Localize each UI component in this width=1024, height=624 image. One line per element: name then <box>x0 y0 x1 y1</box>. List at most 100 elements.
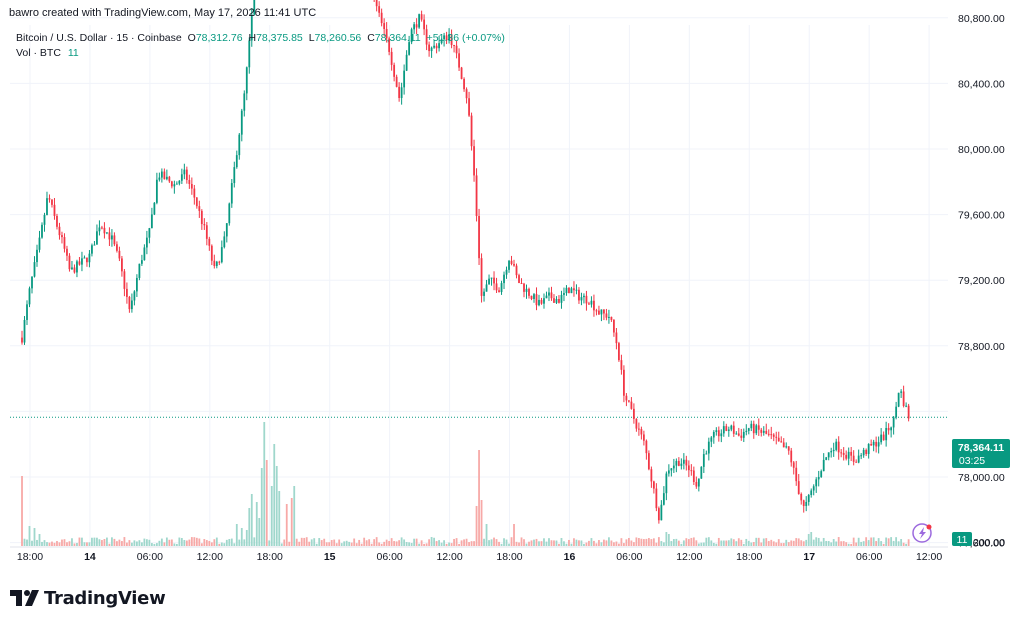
volume-bar <box>553 540 555 546</box>
candle-body <box>530 295 533 299</box>
volume-bar <box>260 468 263 546</box>
volume-bar <box>660 541 663 546</box>
tradingview-brand[interactable]: TradingView <box>10 586 166 610</box>
candle-body <box>220 247 223 263</box>
volume-bar <box>250 494 253 546</box>
volume-bar <box>148 539 151 546</box>
volume-bar <box>817 537 820 546</box>
candle-body <box>687 465 690 471</box>
candle-body <box>827 452 830 458</box>
x-tick-label: 06:00 <box>376 551 402 563</box>
volume-bar <box>707 537 710 546</box>
volume-bar <box>902 542 905 546</box>
volume-bar <box>702 542 705 546</box>
candle-body <box>103 227 106 234</box>
volume-bar <box>438 540 440 546</box>
volume-bar <box>757 537 760 546</box>
volume-bar <box>398 540 401 546</box>
volume-bar <box>268 540 271 546</box>
x-tick-label: 18:00 <box>736 551 762 563</box>
candle-body <box>680 463 683 466</box>
candle-body <box>595 310 598 312</box>
volume-bar <box>31 540 33 546</box>
volume-bar <box>610 540 613 546</box>
candle-body <box>500 283 503 293</box>
volume-bar <box>23 538 26 546</box>
candle-body <box>96 231 98 245</box>
candle-body <box>88 253 91 263</box>
candle-body <box>163 171 166 180</box>
candle-body <box>852 455 855 462</box>
candle-body <box>603 309 605 314</box>
volume-bar <box>608 537 610 546</box>
candle-body <box>253 0 256 15</box>
volume-bar <box>76 542 78 546</box>
candle-body <box>483 291 485 296</box>
volume-bar <box>478 450 480 546</box>
time-axis[interactable]: 18:00 14 06:00 12:00 18:00 15 06:00 12:00 18:00 1… <box>17 551 943 563</box>
volume-bar <box>752 542 755 546</box>
lightning-circle-icon[interactable] <box>912 523 932 543</box>
volume-bar <box>313 538 316 546</box>
volume-bar <box>96 537 98 546</box>
candle-body <box>735 433 738 435</box>
candle-body <box>58 226 61 236</box>
candle-body <box>508 260 510 270</box>
volume-bar <box>800 540 803 546</box>
candle-body <box>610 316 613 320</box>
volume-bar <box>560 537 563 546</box>
volume-bar <box>652 538 655 546</box>
volume-bar <box>56 541 58 546</box>
volume-bar <box>600 542 603 546</box>
candle-body <box>727 429 730 431</box>
candle-body <box>667 470 670 474</box>
candle-body <box>675 460 678 466</box>
volume-bar <box>767 541 770 546</box>
candle-body <box>665 473 668 494</box>
candle-body <box>168 176 171 182</box>
volume-bar <box>363 537 366 546</box>
volume-label[interactable]: Vol · BTC <box>16 47 61 59</box>
candle-body <box>835 441 838 450</box>
candle-body <box>805 501 808 507</box>
candle-body <box>133 291 136 301</box>
candle-body <box>215 261 218 267</box>
candle-body <box>393 64 396 77</box>
volume-bar <box>135 541 138 546</box>
candle-body <box>111 235 113 240</box>
volume-bar <box>440 542 443 546</box>
volume-bar <box>66 542 68 546</box>
volume-bar <box>123 537 126 546</box>
candle-body <box>767 433 770 435</box>
candle-body <box>56 215 58 227</box>
volume-bar <box>890 537 893 546</box>
symbol-name[interactable]: Bitcoin / U.S. Dollar · 15 · Coinbase <box>16 32 182 44</box>
volume-bar <box>715 543 718 546</box>
volume-bar <box>690 537 693 546</box>
volume-bar <box>568 539 570 546</box>
volume-bar <box>285 504 288 546</box>
volume-bar <box>91 537 93 546</box>
candle-body <box>548 292 550 296</box>
volume-bar <box>543 538 545 546</box>
candle-body <box>450 34 453 46</box>
volume-bar <box>847 543 850 546</box>
open-label: O <box>187 32 196 44</box>
candle-body <box>862 449 865 456</box>
candle-body <box>495 283 498 291</box>
volume-bar <box>213 539 216 546</box>
candle-body <box>183 169 186 175</box>
volume-bar <box>98 539 101 546</box>
volume-bar <box>455 538 458 546</box>
candle-body <box>797 481 800 494</box>
candle-body <box>233 167 236 184</box>
volume-bar <box>86 542 88 546</box>
candle-body <box>790 450 793 463</box>
volume-bar <box>270 486 273 546</box>
volume-bar <box>525 543 528 546</box>
volume-bar <box>700 542 703 546</box>
volume-bar <box>73 543 76 546</box>
candle-body <box>248 40 251 68</box>
candle-body <box>588 303 590 305</box>
